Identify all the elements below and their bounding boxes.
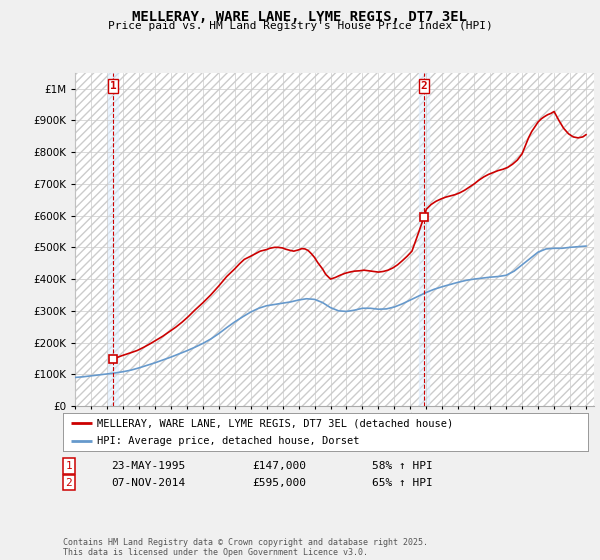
Text: Price paid vs. HM Land Registry's House Price Index (HPI): Price paid vs. HM Land Registry's House … <box>107 21 493 31</box>
Text: HPI: Average price, detached house, Dorset: HPI: Average price, detached house, Dors… <box>97 436 359 446</box>
Text: 58% ↑ HPI: 58% ↑ HPI <box>372 461 433 471</box>
Text: 65% ↑ HPI: 65% ↑ HPI <box>372 478 433 488</box>
Text: MELLERAY, WARE LANE, LYME REGIS, DT7 3EL (detached house): MELLERAY, WARE LANE, LYME REGIS, DT7 3EL… <box>97 418 454 428</box>
Text: £147,000: £147,000 <box>252 461 306 471</box>
Text: 1: 1 <box>65 461 73 471</box>
Text: 23-MAY-1995: 23-MAY-1995 <box>111 461 185 471</box>
Text: 1: 1 <box>110 81 116 91</box>
Text: 2: 2 <box>65 478 73 488</box>
Bar <box>419 73 429 406</box>
Bar <box>109 73 118 406</box>
Text: MELLERAY, WARE LANE, LYME REGIS, DT7 3EL: MELLERAY, WARE LANE, LYME REGIS, DT7 3EL <box>133 10 467 24</box>
Text: 07-NOV-2014: 07-NOV-2014 <box>111 478 185 488</box>
Text: £595,000: £595,000 <box>252 478 306 488</box>
Text: 2: 2 <box>421 81 427 91</box>
Text: Contains HM Land Registry data © Crown copyright and database right 2025.
This d: Contains HM Land Registry data © Crown c… <box>63 538 428 557</box>
